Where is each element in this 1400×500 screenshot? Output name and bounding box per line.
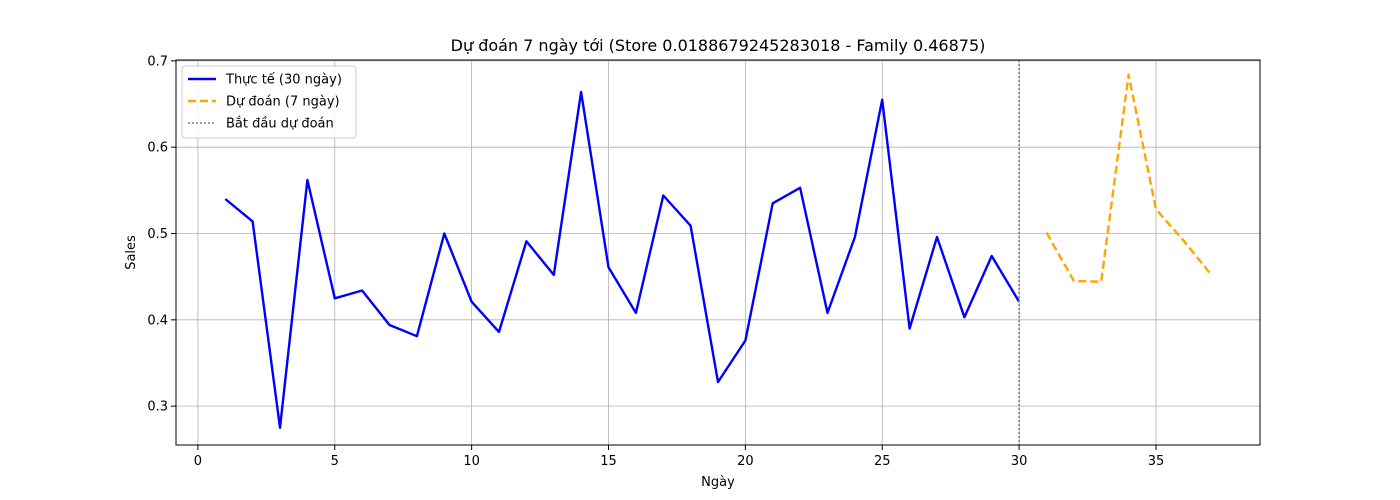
chart-title: Dự đoán 7 ngày tới (Store 0.018867924528… (451, 36, 986, 55)
grid (176, 60, 1260, 445)
y-axis-label: Sales (124, 235, 139, 270)
x-tick-label: 25 (874, 454, 891, 469)
y-tick-label: 0.6 (147, 141, 168, 156)
legend: Thực tế (30 ngày) Dự đoán (7 ngày) Bắt đầu… (181, 65, 357, 139)
y-tick-label: 0.4 (147, 313, 168, 328)
x-tick-label: 10 (463, 454, 480, 469)
plot-frame (175, 59, 1261, 446)
plot-data (224, 60, 1212, 445)
x-tick-label: 30 (1011, 454, 1028, 469)
y-tick-label: 0.5 (147, 227, 168, 242)
legend-label: Thực tế (30 ngày) (225, 73, 342, 88)
legend-label: Bắt đầu dự đoán (226, 117, 334, 132)
series-line-0 (224, 90, 1021, 429)
y-tick-label: 0.7 (147, 54, 168, 69)
x-tick-label: 5 (331, 454, 339, 469)
y-tick-label: 0.3 (147, 400, 168, 415)
x-axis-label: Ngày (701, 475, 735, 490)
x-tick-label: 35 (1148, 454, 1165, 469)
legend-box (181, 65, 357, 139)
x-tick-label: 20 (737, 454, 754, 469)
axes: 0 5 10 15 20 25 30 35 0.3 0.4 0.5 0.6 0.7 (147, 54, 1164, 469)
x-tick-label: 0 (194, 454, 202, 469)
series-line-1 (1045, 73, 1212, 283)
legend-label: Dự đoán (7 ngày) (226, 95, 340, 110)
x-tick-label: 15 (600, 454, 617, 469)
